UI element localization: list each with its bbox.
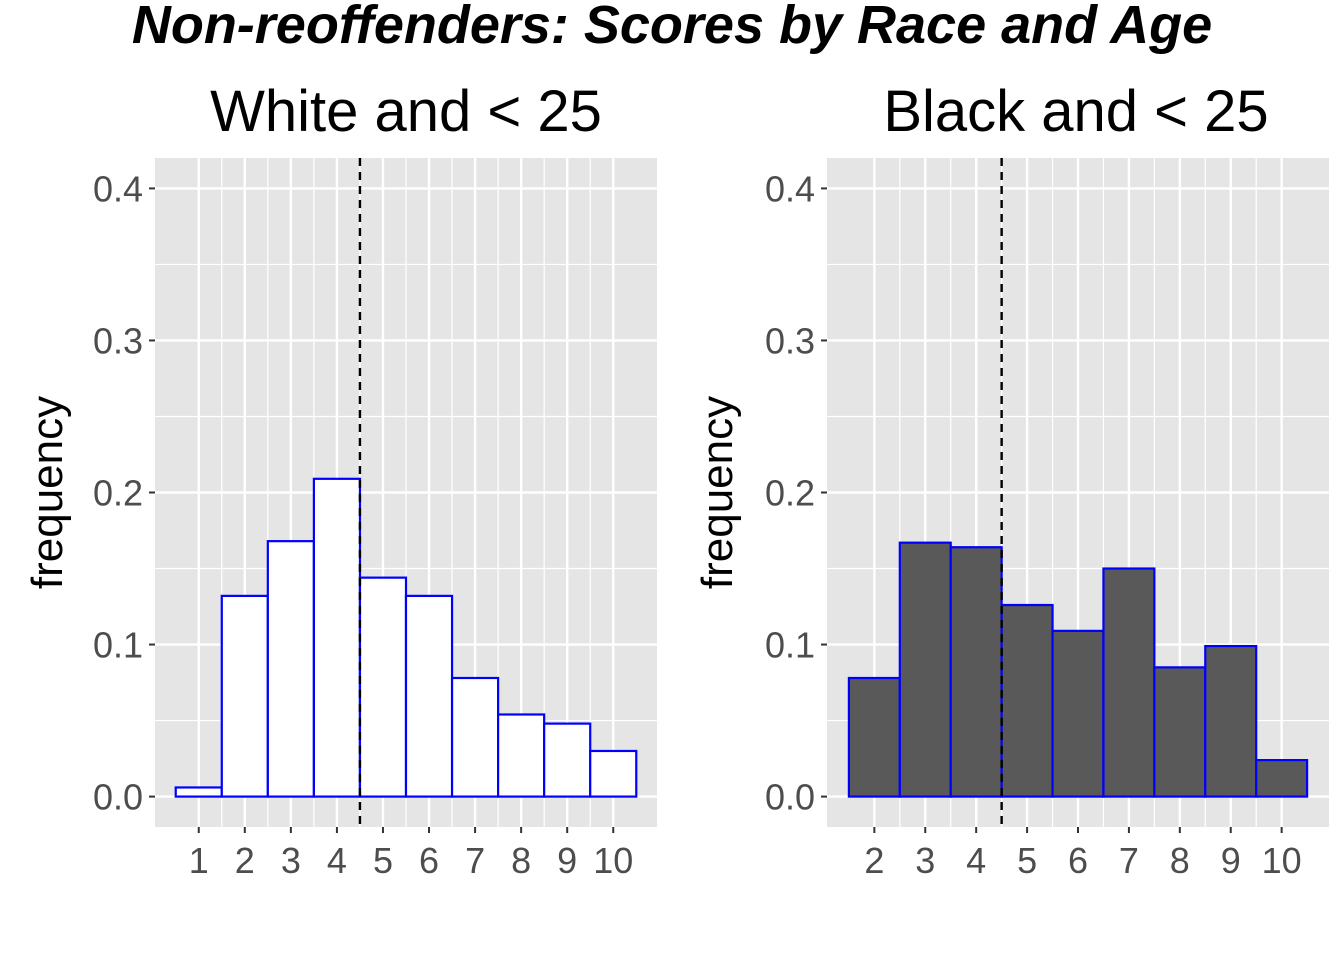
y-axis-title: frequency (23, 396, 72, 589)
y-tick-label: 0.2 (765, 473, 815, 514)
y-tick-label: 0.3 (93, 320, 143, 361)
y-tick-label: 0.0 (765, 777, 815, 818)
x-tick-label: 6 (419, 840, 439, 881)
x-tick-label: 6 (1068, 840, 1088, 881)
panel-2: 0.0 0.1 0.2 0.3 0.4 2 3 4 5 6 7 8 9 10 Black and < 25 f… (693, 79, 1329, 881)
x-tick-label: 4 (327, 840, 347, 881)
x-tick-label: 8 (1170, 840, 1190, 881)
x-tick-label: 1 (189, 840, 209, 881)
x-tick-label: 5 (1017, 840, 1037, 881)
bar-9 (543, 722, 592, 798)
bar-7 (450, 676, 500, 798)
x-tick-label: 7 (465, 840, 485, 881)
bar-6 (404, 594, 454, 798)
x-tick-label: 9 (557, 840, 577, 881)
panel-1: 0.0 0.1 0.2 0.3 0.4 1 2 3 4 5 6 7 8 9 10 White and < 25… (23, 79, 657, 881)
x-tick-label: 8 (511, 840, 531, 881)
x-tick-label: 3 (915, 840, 935, 881)
x-tick-label: 10 (1262, 840, 1302, 881)
bar-2 (220, 594, 269, 798)
bar-1 (174, 786, 223, 798)
x-tick-label: 2 (864, 840, 884, 881)
y-tick-label: 0.2 (93, 473, 143, 514)
panel-title: White and < 25 (210, 79, 602, 144)
y-tick-label: 0.1 (765, 625, 815, 666)
bar-9 (1204, 644, 1258, 798)
bar-3 (266, 540, 315, 798)
y-tick-label: 0.0 (93, 777, 143, 818)
bar-2 (847, 676, 901, 798)
bar-5 (358, 576, 408, 798)
bar-8 (497, 713, 546, 798)
bar-5 (1000, 603, 1054, 798)
panel-title: Black and < 25 (883, 79, 1268, 144)
y-tick-label: 0.4 (765, 168, 815, 209)
bar-10 (589, 749, 638, 798)
bar-6 (1051, 629, 1105, 798)
bar-8 (1153, 666, 1207, 798)
y-tick-label: 0.3 (765, 320, 815, 361)
bar-4 (949, 546, 1003, 798)
x-tick-label: 5 (373, 840, 393, 881)
x-tick-label: 4 (966, 840, 986, 881)
y-tick-label: 0.4 (93, 168, 143, 209)
x-tick-label: 7 (1119, 840, 1139, 881)
y-axis-title: frequency (693, 396, 742, 589)
bar-7 (1102, 567, 1156, 798)
x-tick-label: 9 (1221, 840, 1241, 881)
x-tick-label: 3 (281, 840, 301, 881)
x-tick-label: 2 (235, 840, 255, 881)
bar-3 (898, 541, 952, 798)
y-tick-label: 0.1 (93, 625, 143, 666)
chart-main-title: Non-reoffenders: Scores by Race and Age (131, 0, 1213, 55)
bar-4 (312, 477, 362, 798)
bar-10 (1255, 758, 1309, 798)
x-tick-label: 10 (593, 840, 633, 881)
